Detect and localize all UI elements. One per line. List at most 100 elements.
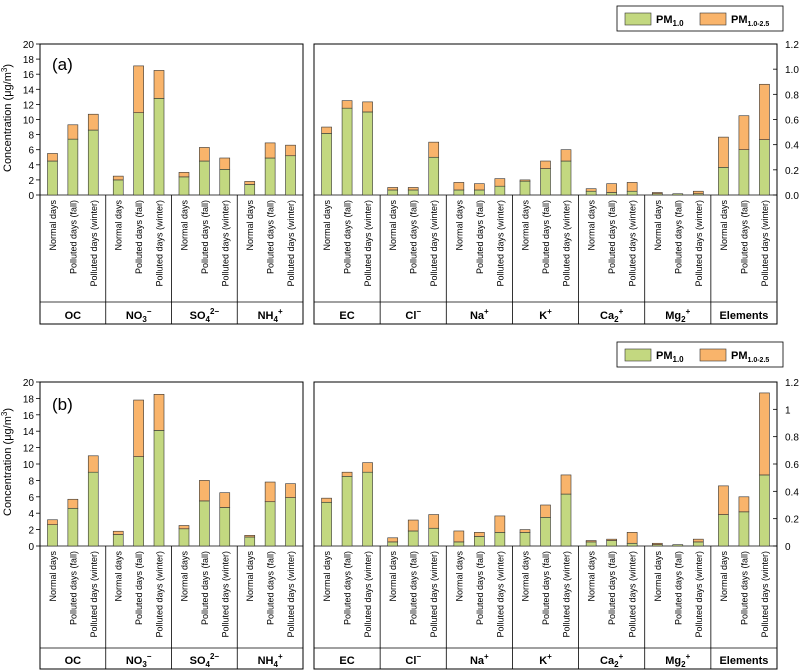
bar-pm25 (519, 179, 531, 182)
label-base: Cl (405, 310, 416, 322)
y-tick-label: 0.0 (785, 191, 799, 202)
bar-pm25 (199, 147, 210, 162)
y-tick-label: 1.2 (785, 40, 799, 51)
label-superscript: + (484, 652, 489, 661)
bar-pm1 (759, 474, 770, 547)
group-label: NO3− (126, 307, 152, 324)
bar-pm1 (407, 530, 419, 547)
y-tick-label: 1.0 (785, 65, 799, 76)
category-tick-label: Polluted days (fall) (134, 551, 144, 625)
y-tick-label: 0.8 (785, 90, 799, 101)
legend-pm25-subscript: 1.0-2.5 (748, 357, 770, 364)
bar-pm25 (112, 530, 124, 535)
category-tick-label: Polluted days (winter) (89, 200, 99, 287)
bar-pm25 (453, 530, 465, 543)
y-axis-title-close: ) (2, 64, 14, 68)
bar-pm1 (178, 176, 190, 196)
bar-pm25 (67, 124, 79, 140)
bar-pm25 (178, 525, 190, 530)
y-tick-label: 8 (28, 131, 34, 142)
y-axis-title: Concentration (μg/m3) (0, 408, 14, 516)
bar-pm25 (718, 485, 729, 515)
legend-pm25-base: PM (731, 350, 748, 362)
bar-pm1 (112, 534, 124, 547)
bar-pm25 (692, 538, 704, 543)
category-tick-label: Polluted days (winter) (155, 200, 165, 287)
bar-pm1 (540, 516, 551, 547)
bar-pm25 (47, 153, 58, 162)
bar-pm1 (153, 98, 165, 196)
category-tick-label: Normal days (454, 551, 464, 602)
bar-pm1 (387, 541, 399, 547)
label-subscript: 3 (142, 660, 147, 669)
group-label: NO3− (126, 652, 152, 669)
label-base: Na (470, 655, 485, 667)
y-axis-title-close: ) (2, 408, 14, 412)
bar-pm1 (626, 190, 638, 196)
bar-pm1 (321, 133, 332, 196)
category-tick-label: Polluted days (winter) (220, 200, 230, 287)
bar-pm25 (738, 115, 750, 150)
category-tick-label: Normal days (322, 200, 332, 251)
bar-pm1 (453, 189, 465, 196)
bar-pm25 (494, 515, 506, 533)
y-tick-label: 6 (28, 493, 34, 504)
bar-pm1 (494, 532, 506, 547)
label-subscript: 3 (142, 315, 147, 324)
category-tick-label: Normal days (245, 200, 255, 251)
label-base: K (539, 310, 547, 322)
bar-pm1 (672, 544, 684, 547)
category-tick-label: Polluted days (winter) (286, 200, 296, 287)
category-tick-label: Polluted days (winter) (628, 200, 638, 287)
category-tick-label: Normal days (719, 551, 729, 602)
category-tick-label: Normal days (719, 200, 729, 251)
y-tick-label: 4 (28, 509, 34, 520)
bar-pm25 (178, 172, 190, 178)
category-tick-label: Polluted days (winter) (562, 551, 572, 638)
legend-label-pm25: PM1.0-2.5 (731, 14, 769, 28)
group-label: Cl− (405, 307, 421, 322)
bar-pm25 (67, 498, 79, 509)
category-tick-label: Normal days (322, 551, 332, 602)
group-label: Cl− (405, 652, 421, 667)
bar-pm25 (759, 83, 770, 140)
panel-label: (b) (52, 395, 73, 414)
label-subscript: 4 (274, 315, 279, 324)
y-tick-label: 14 (23, 427, 35, 438)
bar-pm25 (759, 392, 770, 476)
bar-pm1 (341, 475, 353, 547)
label-subscript: 2 (681, 660, 686, 669)
category-tick-label: Normal days (179, 200, 189, 251)
bar-pm25 (112, 175, 124, 181)
bar-pm1 (244, 184, 256, 196)
bar-pm25 (264, 481, 276, 503)
bar-pm1 (153, 430, 165, 547)
bar-pm25 (453, 182, 465, 191)
bar-pm25 (244, 535, 256, 538)
y-tick-label: 10 (23, 460, 35, 471)
label-base: NO (126, 310, 143, 322)
y-tick-label: 16 (23, 70, 35, 81)
category-tick-label: Polluted days (fall) (475, 551, 485, 625)
bar-pm25 (362, 101, 373, 113)
bar-pm25 (199, 480, 210, 502)
y-axis-title-main: Concentration (μg/m (2, 416, 14, 516)
bar-pm1 (428, 156, 440, 196)
y-tick-label: 12 (23, 100, 35, 111)
y-tick-label: 0.6 (785, 460, 799, 471)
bar-pm1 (519, 180, 531, 196)
label-superscript: − (147, 652, 152, 661)
bar-pm25 (606, 183, 617, 193)
category-tick-label: Polluted days (winter) (694, 551, 704, 638)
label-subscript: 4 (274, 660, 279, 669)
y-tick-label: 10 (23, 116, 35, 127)
legend-label-pm25: PM1.0-2.5 (731, 350, 769, 364)
y-tick-label: 0.8 (785, 433, 799, 444)
bar-pm25 (244, 181, 256, 185)
group-label: K+ (539, 307, 552, 322)
category-tick-label: Normal days (48, 551, 58, 602)
category-tick-label: Polluted days (winter) (220, 551, 230, 638)
category-tick-label: Polluted days (fall) (673, 200, 683, 274)
category-tick-label: Normal days (454, 200, 464, 251)
